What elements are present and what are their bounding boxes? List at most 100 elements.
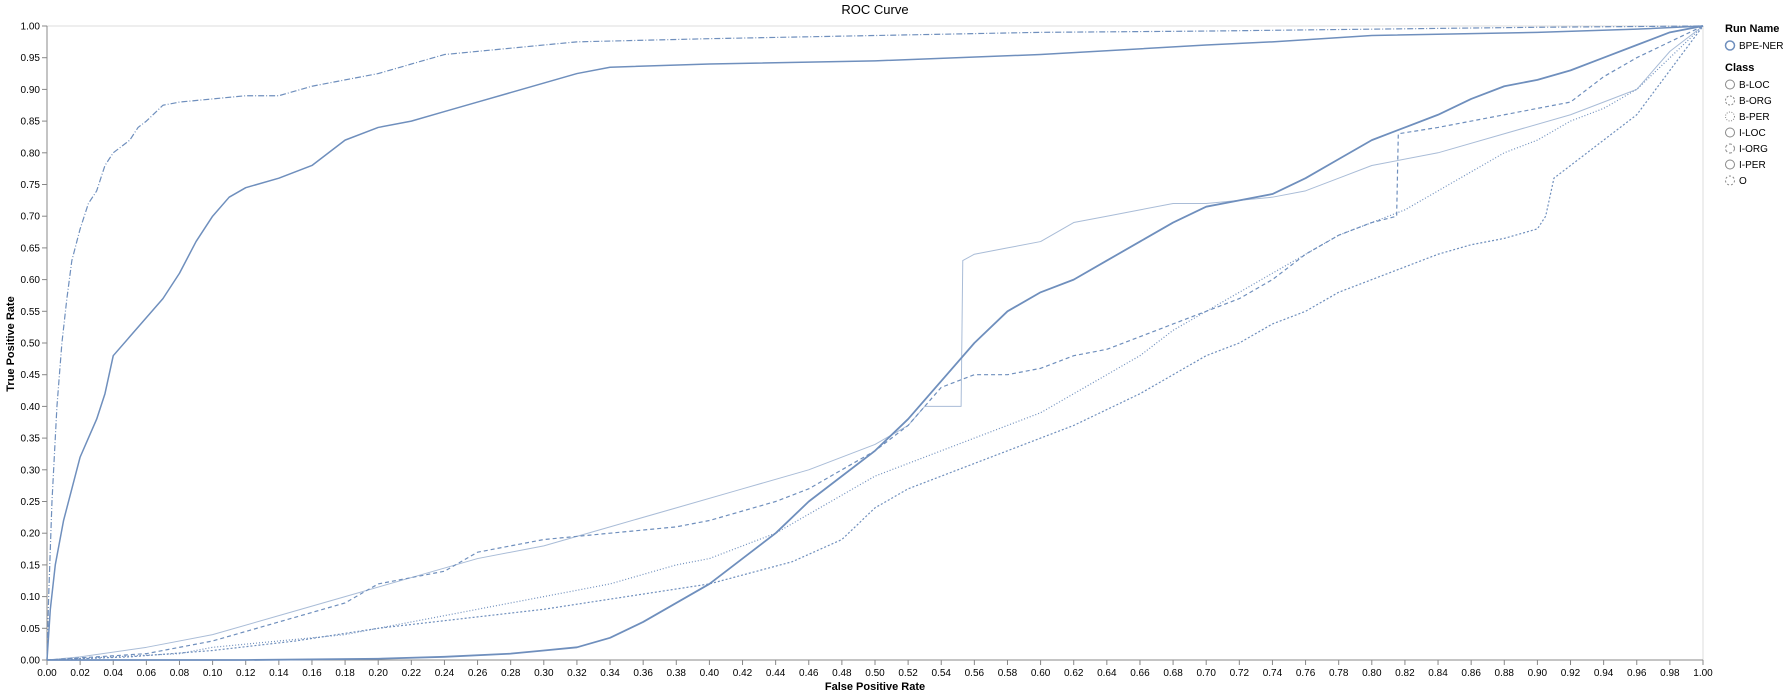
x-tick-label: 0.90 (1528, 668, 1548, 679)
y-tick-label: 0.95 (21, 53, 41, 64)
legend-run-title: Run Name (1725, 23, 1779, 35)
y-tick-label: 0.60 (21, 275, 41, 286)
chart-title: ROC Curve (841, 2, 908, 17)
x-tick-label: 0.58 (998, 668, 1018, 679)
x-tick-label: 0.30 (534, 668, 554, 679)
y-tick-label: 0.75 (21, 180, 41, 191)
x-tick-label: 0.00 (37, 668, 57, 679)
x-tick-label: 0.56 (965, 668, 985, 679)
y-tick-label: 0.00 (21, 656, 41, 667)
y-tick-label: 1.00 (21, 22, 41, 33)
legend-run-symbol[interactable] (1724, 40, 1736, 51)
x-tick-label: 0.96 (1627, 668, 1647, 679)
x-tick-label: 0.92 (1561, 668, 1581, 679)
x-tick-label: 0.64 (1097, 668, 1117, 679)
x-tick-label: 0.74 (1263, 668, 1283, 679)
x-tick-label: 0.42 (733, 668, 753, 679)
legend-class-symbol[interactable] (1725, 111, 1735, 122)
x-tick-label: 0.70 (1196, 668, 1216, 679)
x-tick-label: 0.98 (1660, 668, 1680, 679)
series-layer (46, 25, 1704, 661)
roc-line-b-loc (46, 25, 1704, 661)
x-tick-label: 0.66 (1130, 668, 1150, 679)
x-tick-label: 0.32 (567, 668, 587, 679)
y-tick-label: 0.70 (21, 212, 41, 223)
legend-class-title: Class (1725, 62, 1754, 74)
y-tick-label: 0.65 (21, 243, 41, 254)
x-tick-label: 0.94 (1594, 668, 1614, 679)
x-tick-label: 0.88 (1495, 668, 1515, 679)
x-tick-label: 0.44 (766, 668, 786, 679)
legend-class-label[interactable]: O (1739, 176, 1747, 187)
roc-line-i-per (47, 25, 1704, 661)
legend-class-symbol[interactable] (1725, 95, 1735, 106)
y-tick-label: 0.30 (21, 465, 41, 476)
legend-class-label[interactable]: I-PER (1739, 160, 1766, 171)
y-tick-label: 0.35 (21, 434, 41, 445)
roc-line-i-loc (46, 25, 1704, 661)
legend-class-symbol[interactable] (1725, 175, 1735, 186)
plot-area-border (46, 25, 1704, 661)
y-axis-title: True Positive Rate (5, 296, 17, 391)
x-tick-label: 0.12 (236, 668, 256, 679)
plot-frame (46, 25, 1704, 661)
y-tick-label: 0.20 (21, 529, 41, 540)
x-tick-label: 0.02 (70, 668, 90, 679)
x-tick-label: 0.18 (335, 668, 355, 679)
y-axis: 0.00 0.05 0.10 0.15 0.20 0.25 0.30 0.35 0.40 0.45… (21, 22, 48, 667)
x-tick-label: 0.34 (600, 668, 620, 679)
x-tick-label: 0.40 (700, 668, 720, 679)
roc-line-b-per (46, 25, 1704, 661)
x-tick-label: 0.04 (104, 668, 124, 679)
y-tick-label: 0.85 (21, 117, 41, 128)
legend-class-symbol[interactable] (1725, 143, 1735, 154)
roc-line-o (46, 25, 1704, 661)
x-tick-label: 0.20 (368, 668, 388, 679)
x-tick-label: 0.38 (667, 668, 687, 679)
y-tick-label: 0.55 (21, 307, 41, 318)
y-tick-label: 0.80 (21, 148, 41, 159)
x-tick-label: 0.78 (1329, 668, 1349, 679)
x-tick-label: 0.72 (1230, 668, 1250, 679)
legend-class-label[interactable]: B-LOC (1739, 80, 1770, 91)
y-tick-label: 0.15 (21, 560, 41, 571)
x-tick-label: 0.86 (1461, 668, 1481, 679)
legend: Run Name BPE-NER Class B-LOC B-ORG B-PER I-LOC… (1724, 23, 1783, 187)
x-tick-label: 0.82 (1395, 668, 1415, 679)
x-tick-label: 0.62 (1064, 668, 1084, 679)
x-tick-label: 0.22 (402, 668, 422, 679)
x-tick-label: 0.28 (501, 668, 521, 679)
x-tick-label: 0.48 (832, 668, 852, 679)
x-tick-label: 0.36 (633, 668, 653, 679)
x-tick-label: 1.00 (1693, 668, 1713, 679)
y-tick-label: 0.40 (21, 402, 41, 413)
roc-line-i-org (46, 25, 1704, 661)
legend-class-symbol[interactable] (1725, 127, 1735, 138)
legend-class-label[interactable]: I-ORG (1739, 144, 1768, 155)
legend-run-label[interactable]: BPE-NER (1739, 41, 1783, 52)
x-tick-label: 0.80 (1362, 668, 1382, 679)
x-tick-label: 0.46 (799, 668, 819, 679)
x-tick-label: 0.52 (898, 668, 918, 679)
x-tick-label: 0.16 (302, 668, 322, 679)
x-tick-label: 0.14 (269, 668, 289, 679)
x-tick-label: 0.76 (1296, 668, 1316, 679)
x-tick-label: 0.50 (865, 668, 885, 679)
x-tick-label: 0.54 (932, 668, 952, 679)
legend-class-label[interactable]: I-LOC (1739, 128, 1766, 139)
x-axis: 0.00 0.02 0.04 0.06 0.08 0.10 0.12 0.14 0.16 0.18… (37, 659, 1713, 679)
x-tick-label: 0.84 (1428, 668, 1448, 679)
x-tick-label: 0.26 (468, 668, 488, 679)
legend-class-symbol[interactable] (1725, 159, 1735, 170)
x-tick-label: 0.60 (1031, 668, 1051, 679)
y-tick-label: 0.25 (21, 497, 41, 508)
legend-class-label[interactable]: B-PER (1739, 112, 1770, 123)
x-tick-label: 0.10 (203, 668, 223, 679)
legend-class-label[interactable]: B-ORG (1739, 96, 1772, 107)
x-tick-label: 0.06 (137, 668, 157, 679)
y-tick-label: 0.90 (21, 85, 41, 96)
x-tick-label: 0.68 (1163, 668, 1183, 679)
legend-class-symbol[interactable] (1725, 79, 1735, 90)
